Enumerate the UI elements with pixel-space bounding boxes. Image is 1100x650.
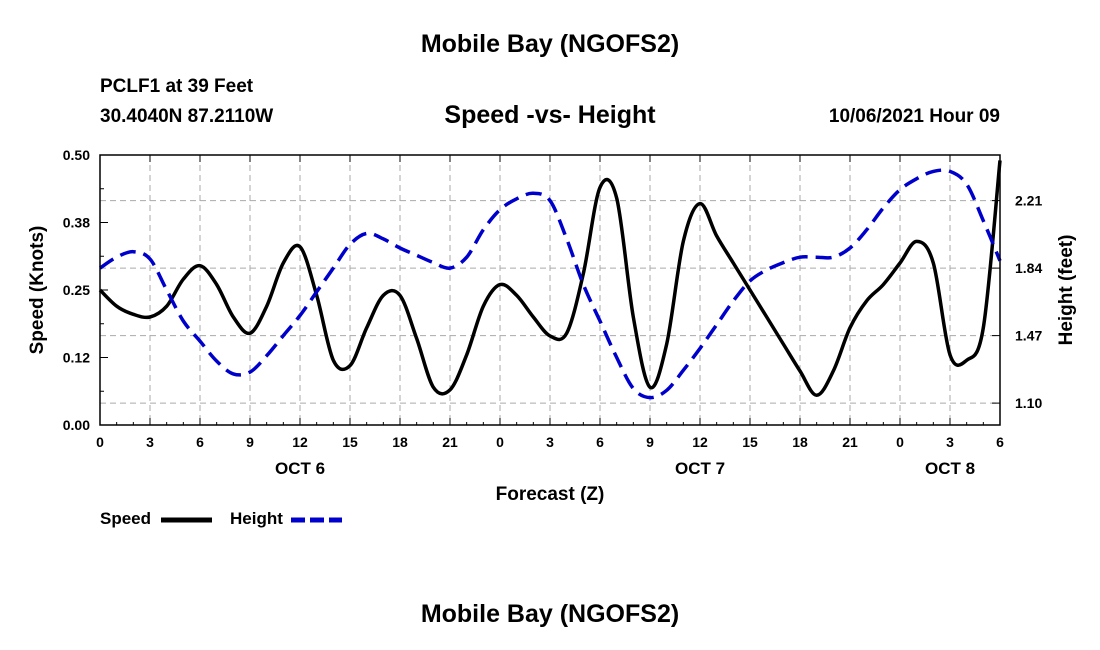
- y-tick-label: 0.38: [63, 215, 90, 231]
- x-tick-label: 6: [996, 434, 1004, 450]
- x-tick-label: 9: [246, 434, 254, 450]
- x-tick-label: 6: [196, 434, 204, 450]
- y2-tick-label: 1.84: [1015, 260, 1042, 276]
- x-tick-label: 15: [342, 434, 358, 450]
- y2-tick-label: 1.47: [1015, 328, 1042, 344]
- speed-series-line: [98, 160, 1002, 398]
- x-tick-label: 12: [292, 434, 308, 450]
- station-coordinates: 30.4040N 87.2110W: [100, 106, 274, 127]
- forecast-date: 10/06/2021 Hour 09: [828, 106, 1000, 127]
- y-tick-label: 0.12: [63, 350, 90, 366]
- axis-labels: 0 3 6 9 12 15 18 21 0 3 6 9 12 15 18 21 0 3 6 OCT 6 OCT 7 OCT…: [63, 147, 1043, 478]
- day-label: OCT 7: [675, 459, 725, 478]
- y2-tick-label: 2.21: [1015, 193, 1042, 209]
- x-tick-label: 21: [842, 434, 858, 450]
- y-tick-label: 0.25: [63, 282, 90, 298]
- x-tick-label: 9: [646, 434, 654, 450]
- x-tick-label: 0: [96, 434, 104, 450]
- x-tick-label: 3: [146, 434, 154, 450]
- height-series-line: [99, 168, 1002, 400]
- chart-title: Mobile Bay (NGOFS2): [420, 30, 680, 58]
- x-tick-label: 18: [792, 434, 808, 450]
- x-tick-label: 3: [546, 434, 554, 450]
- day-label: OCT 6: [275, 459, 325, 478]
- x-tick-label: 3: [946, 434, 954, 450]
- grid: [100, 155, 1000, 425]
- x-tick-label: 21: [442, 434, 458, 450]
- x-axis-label: Forecast (Z): [496, 484, 605, 505]
- station-label: PCLF1 at 39 Feet: [100, 76, 254, 97]
- legend-height-label: Height: [230, 509, 283, 528]
- x-tick-label: 15: [742, 434, 758, 450]
- x-tick-label: 0: [896, 434, 904, 450]
- y2-axis-label: Height (feet): [1056, 235, 1077, 346]
- plot-frame: [99, 154, 1001, 426]
- y-tick-label: 0.50: [63, 147, 90, 163]
- x-tick-label: 6: [596, 434, 604, 450]
- series-lines: [98, 160, 1002, 400]
- x-tick-label: 0: [496, 434, 504, 450]
- x-tick-label: 12: [692, 434, 708, 450]
- x-tick-label: 18: [392, 434, 408, 450]
- day-label: OCT 8: [925, 459, 975, 478]
- footer-title: Mobile Bay (NGOFS2): [420, 600, 680, 628]
- chart-subtitle: Speed -vs- Height: [444, 101, 656, 129]
- y2-tick-label: 1.10: [1015, 395, 1042, 411]
- y-tick-label: 0.00: [63, 417, 90, 433]
- legend-speed-label: Speed: [100, 509, 152, 528]
- y-axis-label: Speed (Knots): [27, 226, 48, 355]
